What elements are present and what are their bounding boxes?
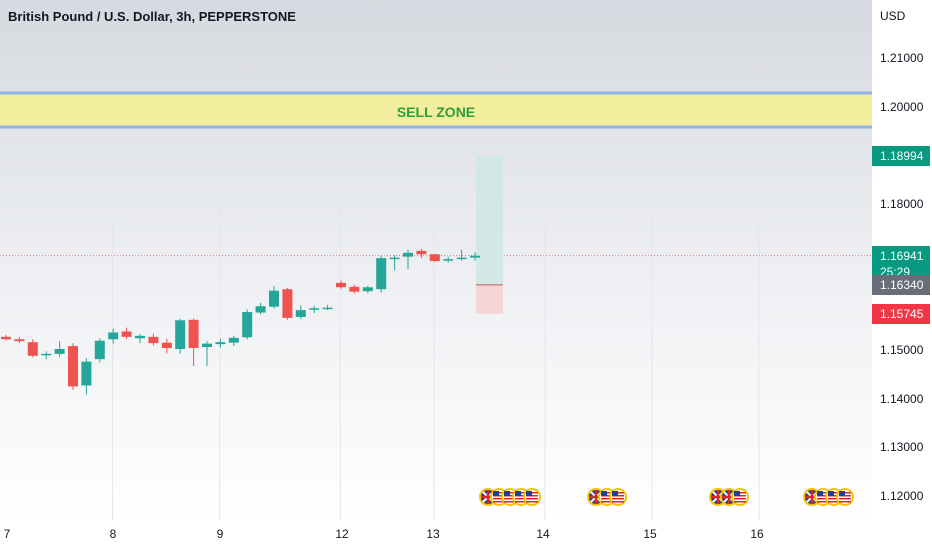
- candle-body-0: [1, 336, 11, 340]
- candle-body-1: [14, 339, 25, 342]
- candle-body-29: [389, 257, 400, 260]
- candle-body-25: [336, 282, 346, 288]
- candle-body-16: [215, 342, 226, 345]
- candle-body-13: [175, 320, 186, 349]
- candle-body-18: [242, 312, 253, 338]
- candle-body-14: [188, 319, 199, 349]
- candle-body-15: [202, 343, 212, 348]
- candle-body-22: [295, 310, 306, 317]
- position-stop-box: [476, 284, 503, 314]
- event-cluster-4-us-stripe-3-3: [839, 501, 851, 503]
- time-tick-1: 8: [109, 527, 117, 541]
- target-price-value: 1.18994: [880, 148, 924, 163]
- candle-body-6: [81, 361, 92, 386]
- event-cluster-1-us-stripe-4-2: [526, 498, 538, 500]
- event-cluster-1-us-stripe-2-2: [504, 498, 516, 500]
- candle-body-27: [362, 287, 373, 292]
- event-cluster-4-us-stripe-1-3: [817, 501, 829, 503]
- candle-body-19: [255, 306, 266, 313]
- event-cluster-2-us-stripe-2-2: [612, 498, 624, 500]
- time-tick-6: 15: [643, 527, 657, 541]
- time-tick-2: 9: [216, 527, 224, 541]
- event-cluster-2-us-canton-1: [601, 491, 607, 496]
- event-cluster-4-us-stripe-3-2: [839, 498, 851, 500]
- event-cluster-4-us-canton-2: [828, 491, 834, 496]
- candle-body-12: [161, 342, 172, 349]
- event-cluster-3-us-stripe-2-2: [734, 498, 746, 500]
- candle-body-8: [108, 332, 119, 340]
- candle-body-11: [148, 336, 159, 344]
- candle-body-26: [349, 286, 360, 292]
- event-cluster-4-us-stripe-2-2: [828, 498, 840, 500]
- event-cluster-2-us-canton-2: [612, 491, 618, 496]
- event-cluster-2-us-stripe-1-2: [601, 498, 613, 500]
- time-tick-3: 12: [335, 527, 349, 541]
- candle-body-3: [41, 353, 52, 356]
- event-cluster-1-us-stripe-2-3: [504, 501, 516, 503]
- time-tick-4: 13: [426, 527, 440, 541]
- position-target-box: [476, 155, 503, 285]
- price-tick-6: 1.12000: [880, 488, 924, 503]
- target-price-tag: 1.18994: [872, 145, 930, 166]
- entry-price-value: 1.16340: [880, 277, 924, 292]
- candle-body-31: [416, 250, 427, 255]
- candle-body-35: [470, 255, 480, 258]
- candle-body-7: [94, 340, 105, 360]
- time-tick-7: 16: [750, 527, 764, 541]
- event-cluster-1-us-stripe-1-3: [493, 501, 505, 503]
- event-cluster-4-us-stripe-1-2: [817, 498, 829, 500]
- candle-body-9: [121, 331, 132, 337]
- current-price-value: 1.16941: [880, 248, 924, 263]
- candle-body-20: [269, 290, 279, 307]
- candle-body-21: [282, 289, 293, 318]
- candle-body-33: [443, 259, 454, 261]
- candle-body-24: [322, 307, 333, 310]
- sell-zone-band: [0, 92, 872, 127]
- sell-zone-label: SELL ZONE: [396, 104, 476, 120]
- symbol-title[interactable]: British Pound / U.S. Dollar, 3h, PEPPERS…: [8, 9, 296, 24]
- event-cluster-4-us-canton-1: [817, 491, 823, 496]
- event-cluster-1-us-stripe-3-2: [515, 498, 527, 500]
- price-tick-1: 1.20000: [880, 100, 924, 115]
- event-cluster-1-us-stripe-4-3: [526, 501, 538, 503]
- event-cluster-3-us-stripe-2-3: [734, 501, 746, 503]
- stop-price-tag: 1.15745: [872, 303, 930, 324]
- price-tick-5: 1.13000: [880, 440, 924, 455]
- time-axis-background: [0, 520, 872, 550]
- candle-body-17: [228, 337, 239, 343]
- event-cluster-4-us-stripe-2-3: [828, 501, 840, 503]
- candle-body-23: [309, 308, 320, 310]
- candle-body-30: [403, 252, 413, 257]
- price-tick-0: 1.21000: [880, 51, 924, 66]
- candle-body-4: [54, 348, 65, 354]
- event-cluster-1-us-stripe-1-2: [493, 498, 505, 500]
- price-tick-2: 1.18000: [880, 197, 924, 212]
- candle-body-2: [27, 342, 38, 356]
- event-cluster-2-us-stripe-1-3: [601, 501, 613, 503]
- stop-price-value: 1.15745: [880, 306, 924, 321]
- candle-body-5: [68, 346, 78, 387]
- event-cluster-1-us-stripe-3-3: [515, 501, 527, 503]
- price-tick-4: 1.14000: [880, 391, 924, 406]
- event-cluster-3-us-canton-2: [734, 491, 740, 496]
- event-cluster-1-us-canton-3: [515, 491, 521, 496]
- price-tick-3: 1.15000: [880, 342, 924, 357]
- time-tick-5: 14: [536, 527, 550, 541]
- entry-price-tag: 1.16340: [872, 274, 930, 295]
- event-cluster-1-us-canton-2: [504, 491, 510, 496]
- event-cluster-1-us-canton-4: [526, 491, 532, 496]
- event-cluster-4-us-canton-3: [839, 491, 845, 496]
- candle-body-10: [135, 335, 145, 339]
- time-tick-0: 7: [3, 527, 11, 541]
- event-cluster-2-us-stripe-2-3: [612, 501, 624, 503]
- candle-body-34: [456, 257, 467, 260]
- currency-label[interactable]: USD: [880, 9, 906, 23]
- event-cluster-1-us-canton-1: [493, 491, 499, 496]
- candle-body-28: [376, 258, 387, 290]
- candle-body-32: [429, 254, 440, 262]
